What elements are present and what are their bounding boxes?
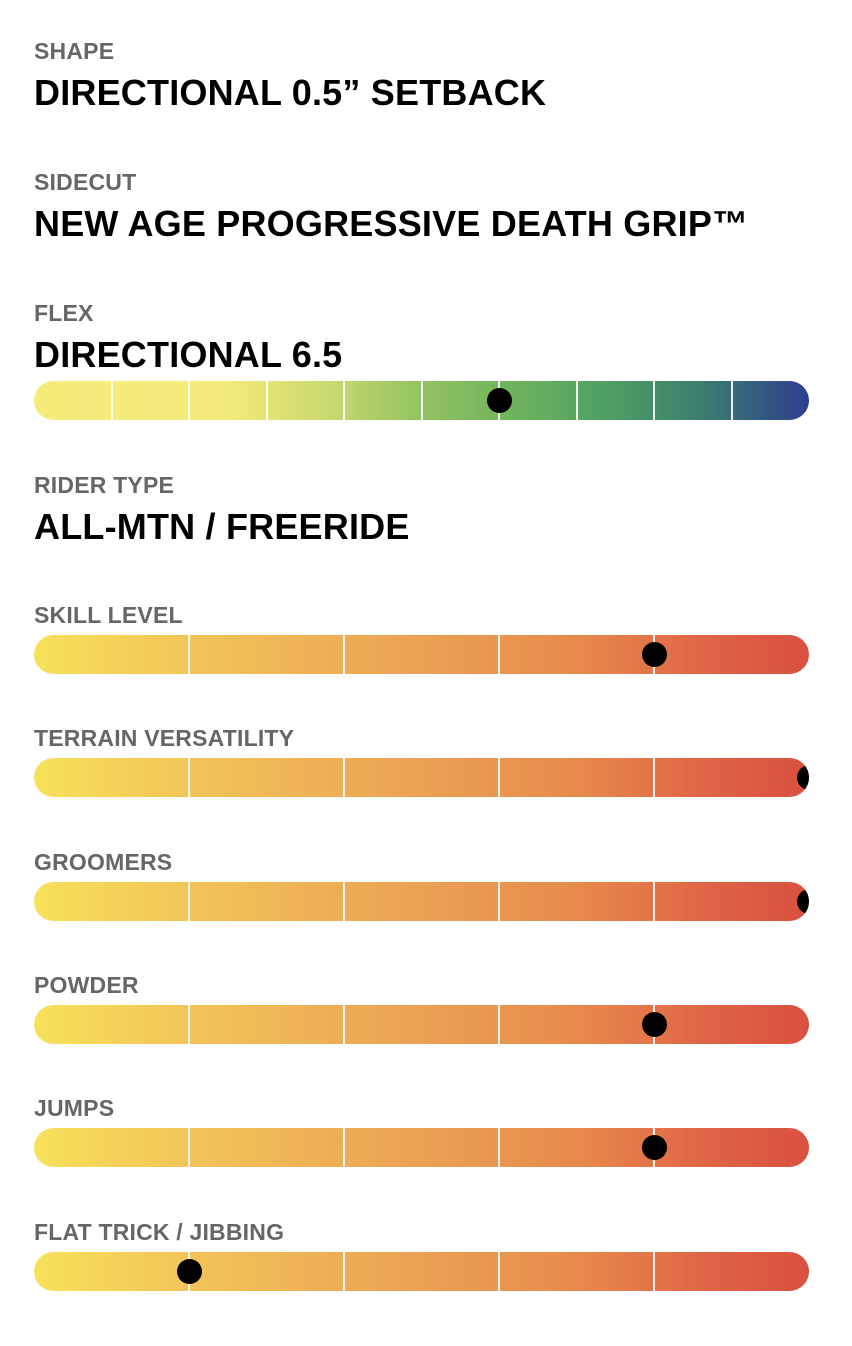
spec-label-flex: FLEX — [34, 300, 94, 326]
spec-value-shape: DIRECTIONAL 0.5” SETBACK — [34, 72, 547, 113]
segment-divider — [188, 882, 190, 921]
segment-divider — [343, 381, 345, 420]
spec-label-shape: SHAPE — [34, 38, 115, 64]
segment-divider — [498, 882, 500, 921]
segment-divider — [343, 1252, 345, 1291]
flex-rating-bar — [34, 381, 809, 420]
spec-label-sidecut: SIDECUT — [34, 169, 137, 195]
rating-label-flat-trick-jibbing: FLAT TRICK / JIBBING — [34, 1219, 285, 1245]
rating-marker — [642, 642, 667, 667]
segment-divider — [343, 882, 345, 921]
segment-divider — [576, 381, 578, 420]
skill-level-rating-bar — [34, 635, 809, 674]
segment-divider — [498, 758, 500, 797]
rating-marker — [177, 1259, 202, 1284]
segment-divider — [343, 1128, 345, 1167]
rating-label-jumps: JUMPS — [34, 1095, 115, 1121]
segment-divider — [343, 1005, 345, 1044]
segment-divider — [653, 882, 655, 921]
rating-label-powder: POWDER — [34, 972, 139, 998]
segment-divider — [266, 381, 268, 420]
spec-value-flex: DIRECTIONAL 6.5 — [34, 334, 343, 375]
segment-divider — [653, 381, 655, 420]
segment-divider — [653, 1252, 655, 1291]
rating-label-skill-level: SKILL LEVEL — [34, 602, 183, 628]
segment-divider — [731, 381, 733, 420]
terrain-versatility-rating-bar — [34, 758, 809, 797]
jumps-rating-bar — [34, 1128, 809, 1167]
segment-divider — [343, 758, 345, 797]
segment-divider — [498, 635, 500, 674]
groomers-rating-bar — [34, 882, 809, 921]
rating-marker — [642, 1135, 667, 1160]
spec-label-rider-type: RIDER TYPE — [34, 472, 175, 498]
segment-divider — [111, 381, 113, 420]
segment-divider — [421, 381, 423, 420]
segment-divider — [188, 758, 190, 797]
segment-divider — [653, 758, 655, 797]
segment-divider — [188, 381, 190, 420]
segment-divider — [498, 1005, 500, 1044]
segment-divider — [188, 1128, 190, 1167]
segment-divider — [498, 1128, 500, 1167]
rating-marker — [797, 889, 809, 914]
rating-label-terrain-versatility: TERRAIN VERSATILITY — [34, 725, 295, 751]
powder-rating-bar — [34, 1005, 809, 1044]
segment-divider — [188, 635, 190, 674]
segment-divider — [343, 635, 345, 674]
rating-marker — [642, 1012, 667, 1037]
rating-marker — [797, 765, 809, 790]
spec-value-sidecut: NEW AGE PROGRESSIVE DEATH GRIP™ — [34, 203, 749, 244]
spec-value-rider-type: ALL-MTN / FREERIDE — [34, 506, 410, 547]
segment-divider — [498, 1252, 500, 1291]
segment-divider — [188, 1005, 190, 1044]
rating-marker — [487, 388, 512, 413]
flat-trick-jibbing-rating-bar — [34, 1252, 809, 1291]
rating-label-groomers: GROOMERS — [34, 849, 173, 875]
